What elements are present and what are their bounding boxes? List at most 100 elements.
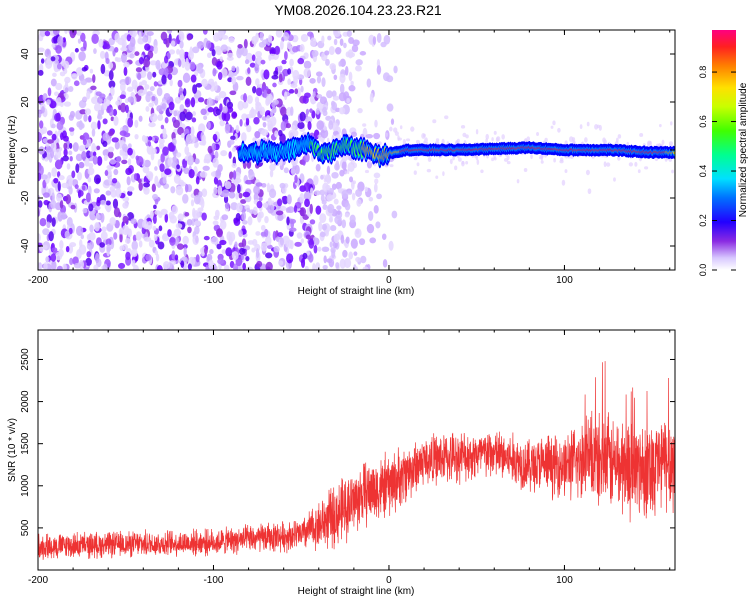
spectrogram-cell	[192, 111, 197, 117]
spectrogram-cell	[248, 170, 255, 180]
spectrogram-cell	[227, 52, 234, 58]
spectrogram-cell	[352, 180, 357, 185]
spectrogram-cell	[389, 164, 394, 168]
spectrogram-cell	[163, 92, 171, 101]
spectrogram-cell	[267, 34, 273, 43]
spectrogram-cell	[159, 163, 165, 173]
spectrogram-cell	[312, 91, 316, 98]
spectrogram-cell	[605, 162, 611, 167]
snr-ytick-label: 1500	[20, 432, 31, 455]
spectrogram-cell	[127, 158, 132, 166]
spectrogram-xlabel: Height of straight line (km)	[298, 286, 415, 297]
spectrogram-cell	[190, 126, 195, 136]
spectrogram-cell	[506, 160, 511, 165]
spectrogram-cell	[216, 60, 223, 70]
spectrogram-cell	[145, 253, 152, 261]
spectrogram-cell	[51, 133, 57, 141]
spectrogram-cell	[465, 134, 469, 139]
spectrogram-cell	[310, 98, 316, 105]
spectrogram-cell	[88, 203, 94, 212]
spectrogram-cell	[108, 80, 116, 89]
spectrogram-cell	[119, 130, 127, 137]
spectrogram-cell	[359, 51, 367, 56]
spectrogram-cell	[238, 192, 243, 199]
spectrogram-cell	[278, 73, 283, 83]
spectrogram-cell	[162, 146, 169, 156]
spectrogram-cell	[43, 192, 50, 198]
spectrogram-cell	[121, 159, 128, 165]
spectrogram-cell	[293, 204, 298, 213]
spectrogram-cell	[115, 57, 122, 63]
spectrogram-cell	[315, 262, 321, 270]
spectrogram-cell	[385, 132, 388, 137]
snr-ytick-label: 2000	[20, 390, 31, 413]
spectrogram-cell	[73, 80, 80, 87]
spectrogram-cell	[50, 199, 57, 209]
spectrogram-cell	[321, 246, 330, 253]
colorbar-tick-label: 0.4	[698, 165, 708, 178]
spectrogram-cell	[279, 40, 284, 50]
spectrogram-cell	[179, 111, 187, 122]
spectrogram-cell	[38, 69, 44, 76]
spectrogram-cell	[74, 184, 79, 190]
spectrogram-cell	[223, 195, 229, 204]
spectrogram-cell	[88, 162, 94, 169]
spectrogram-cell	[321, 223, 327, 231]
spectrogram-cell	[130, 92, 135, 98]
spectrogram-cell	[350, 238, 358, 249]
spectrogram-cell	[145, 105, 150, 112]
spectrogram-cell	[183, 262, 188, 270]
spectrogram-cell	[345, 51, 350, 58]
spectrogram-cell	[203, 115, 208, 121]
spectrogram-cell	[109, 159, 117, 165]
spectrogram-cell	[87, 138, 92, 147]
spectrogram-cell	[79, 239, 83, 248]
spectrogram-cell	[228, 151, 232, 159]
spectrogram-cell	[42, 244, 48, 250]
spectrogram-cell	[368, 196, 374, 202]
snr-xtick-label: -200	[28, 575, 48, 586]
spectrogram-cell	[221, 189, 230, 198]
spectrogram-cell	[105, 238, 112, 246]
spectrogram-cell	[184, 98, 191, 108]
spectrogram-cell	[339, 83, 345, 95]
spectrogram-cell	[113, 207, 121, 218]
spectrogram-cell	[197, 40, 204, 50]
spectrogram-cell	[165, 37, 170, 48]
spectrogram-cell	[48, 231, 54, 242]
spectrogram-cell	[93, 48, 97, 54]
spectrogram-cell	[55, 251, 63, 261]
spectrogram-cell	[224, 202, 230, 209]
spectrogram-cell	[180, 133, 185, 139]
spectrogram-cell	[147, 71, 153, 80]
spectrogram-cell	[56, 63, 62, 70]
spectrogram-cell	[559, 159, 564, 164]
spectrogram-cell	[232, 170, 237, 180]
spectrogram-cell	[86, 90, 91, 100]
spectrogram-cell	[584, 137, 588, 143]
spectrogram-cell	[102, 118, 108, 125]
spectrogram-cell	[475, 129, 479, 135]
spectrogram-cell	[127, 117, 134, 128]
spectrogram-cell	[283, 91, 288, 101]
spectrogram-cell	[246, 207, 251, 213]
spectrogram-cell	[148, 239, 155, 248]
spectrogram-cell	[503, 157, 509, 162]
spectrogram-cell	[56, 97, 62, 106]
spectrogram-cell	[304, 265, 309, 270]
spectrogram-cell	[199, 171, 208, 178]
spectrogram-cell	[206, 40, 212, 50]
spectrogram-cell	[319, 213, 327, 224]
spectrogram-cell	[78, 51, 86, 62]
spectrogram-cell	[221, 249, 227, 254]
spectrogram-cell	[184, 183, 189, 193]
spectrogram-cell	[264, 45, 272, 52]
spectrogram-cell	[151, 95, 156, 102]
spectrogram-cell	[279, 182, 286, 189]
spectrogram-cell	[305, 108, 310, 115]
spectrogram-cell	[46, 130, 53, 136]
spectrogram-cell	[220, 68, 228, 78]
spectrogram-cell	[195, 142, 199, 147]
spectrogram-cell	[262, 121, 267, 128]
spectrogram-cell	[78, 145, 86, 152]
